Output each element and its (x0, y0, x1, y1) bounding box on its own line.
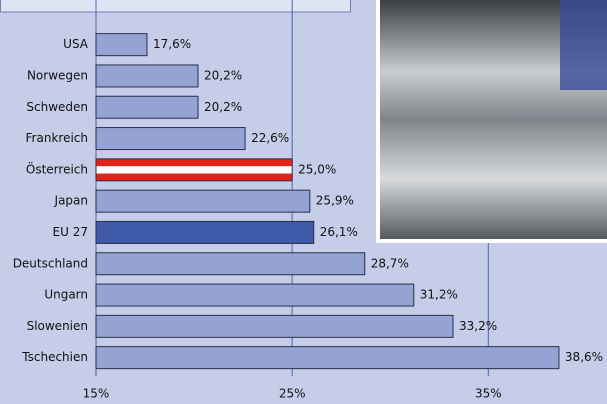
header-panel (0, 0, 351, 13)
x-tick-label: 25% (279, 387, 306, 401)
value-label: 31,2% (420, 288, 458, 302)
bar (95, 64, 199, 88)
y-tick-label: EU 27 (53, 225, 88, 239)
y-tick-label: Norwegen (27, 68, 88, 82)
bar (95, 127, 246, 151)
value-label: 26,1% (320, 225, 358, 239)
bar-stripe (96, 166, 292, 174)
x-tick-label: 35% (475, 387, 502, 401)
x-tick-label: 15% (83, 387, 110, 401)
y-tick-label: Schweden (26, 100, 88, 114)
bar (95, 33, 148, 57)
y-tick-label: Ungarn (44, 288, 88, 302)
value-label: 22,6% (251, 131, 289, 145)
value-label: 28,7% (371, 256, 409, 270)
value-label: 17,6% (153, 37, 191, 51)
y-tick-label: Slowenien (27, 319, 88, 333)
y-tick-label: Frankreich (26, 131, 88, 145)
photo-figure (560, 0, 607, 90)
bar (95, 189, 311, 213)
y-tick-label: USA (63, 37, 89, 51)
bar (95, 252, 366, 276)
y-tick-label: Japan (54, 194, 88, 208)
bar (95, 314, 454, 338)
y-tick-label: Tschechien (21, 350, 88, 364)
y-tick-label: Österreich (26, 160, 88, 176)
bar (95, 220, 315, 244)
bar (95, 283, 415, 307)
bar (95, 346, 560, 370)
value-label: 38,6% (565, 350, 603, 364)
value-label: 25,0% (298, 162, 336, 176)
photo (376, 0, 607, 243)
y-tick-label: Deutschland (13, 256, 88, 270)
value-label: 20,2% (204, 100, 242, 114)
bar (95, 95, 199, 119)
value-label: 20,2% (204, 68, 242, 82)
value-label: 25,9% (316, 194, 354, 208)
value-label: 33,2% (459, 319, 497, 333)
